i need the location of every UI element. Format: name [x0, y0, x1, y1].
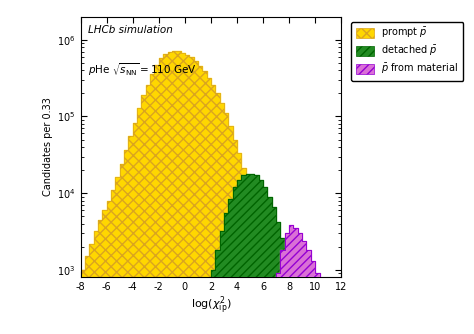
Text: LHCb simulation: LHCb simulation [88, 24, 173, 34]
Y-axis label: Candidates per 0.33: Candidates per 0.33 [43, 98, 53, 196]
X-axis label: $\log(\chi^2_{\mathrm{ip}})$: $\log(\chi^2_{\mathrm{ip}})$ [191, 295, 231, 317]
Text: $p$He $\sqrt{s_{\mathrm{NN}}} = 110$ GeV: $p$He $\sqrt{s_{\mathrm{NN}}} = 110$ GeV [88, 61, 197, 78]
Legend: prompt $\bar{p}$, detached $\bar{p}$, $\bar{p}$ from material: prompt $\bar{p}$, detached $\bar{p}$, $\… [351, 22, 464, 81]
